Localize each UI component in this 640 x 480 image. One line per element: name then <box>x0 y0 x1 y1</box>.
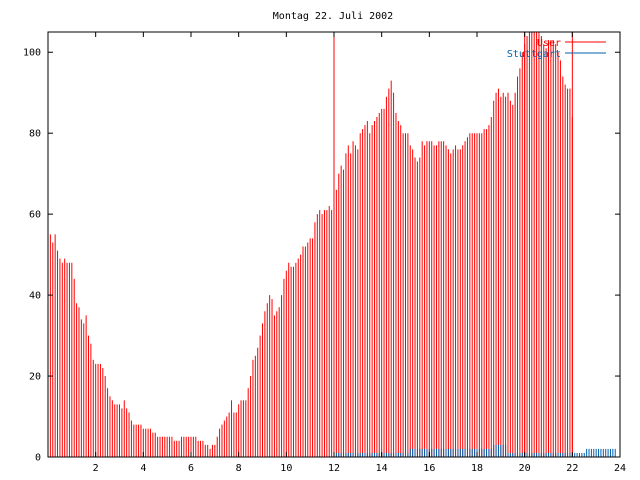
y-tick-label: 0 <box>35 453 41 464</box>
y-tick-label: 40 <box>29 291 41 302</box>
x-tick-label: 14 <box>376 463 388 474</box>
x-tick-label: 4 <box>140 463 146 474</box>
chart-title: Montag 22. Juli 2002 <box>273 11 393 22</box>
y-axis: 0 20 40 60 80 100 <box>23 48 620 464</box>
x-tick-label: 18 <box>471 463 483 474</box>
stuttgart-series <box>335 444 616 457</box>
legend-stuttgart-label: Stuttgart <box>507 49 561 60</box>
legend: User Stuttgart <box>507 38 606 60</box>
x-tick-label: 22 <box>566 463 578 474</box>
x-tick-label: 12 <box>328 463 340 474</box>
x-tick-label: 24 <box>614 463 626 474</box>
spike-lines <box>333 32 573 457</box>
y-tick-label: 100 <box>23 48 41 59</box>
y-tick-label: 80 <box>29 129 41 140</box>
y-tick-label: 60 <box>29 210 41 221</box>
legend-user-label: User <box>537 38 561 49</box>
x-tick-label: 6 <box>188 463 194 474</box>
x-tick-label: 8 <box>236 463 242 474</box>
y-tick-label: 20 <box>29 372 41 383</box>
x-tick-label: 2 <box>93 463 99 474</box>
x-tick-label: 20 <box>519 463 531 474</box>
x-axis: 2 4 6 8 10 12 14 16 18 20 22 24 <box>93 32 626 474</box>
x-tick-label: 16 <box>423 463 435 474</box>
user-series <box>47 32 573 457</box>
x-tick-label: 10 <box>280 463 292 474</box>
